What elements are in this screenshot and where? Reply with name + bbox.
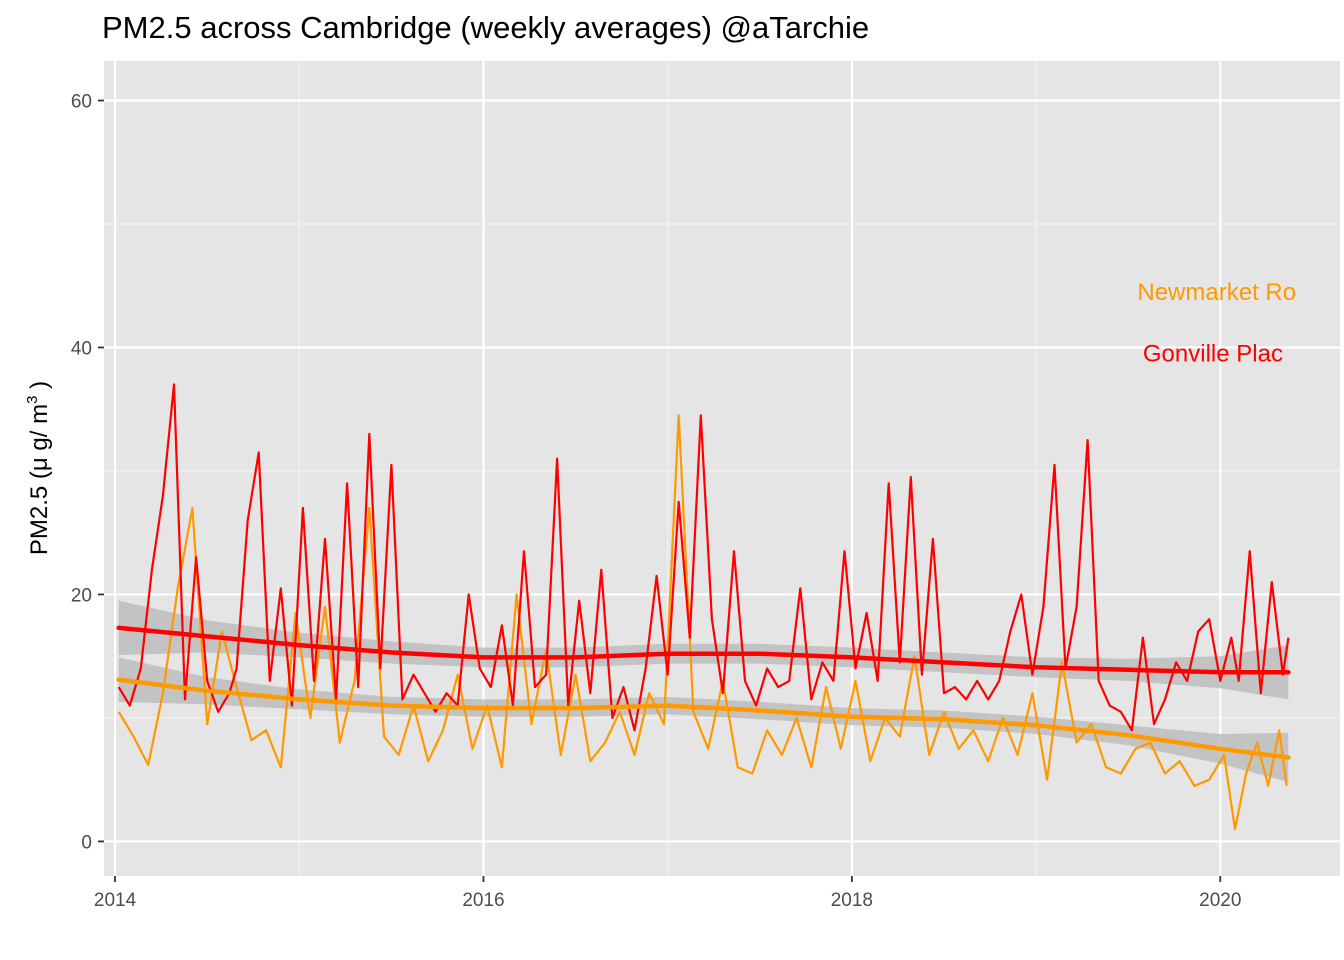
y-tick-label: 60: [71, 92, 92, 113]
chart-title: PM2.5 across Cambridge (weekly averages)…: [102, 10, 869, 45]
y-axis-title-close: ): [26, 381, 53, 396]
series-label: Gonville Plac: [1143, 341, 1283, 368]
x-tick-label: 2016: [462, 890, 504, 911]
x-tick-label: 2018: [831, 890, 873, 911]
series-label: Newmarket Ro: [1137, 279, 1296, 306]
series-line: [117, 414, 1288, 831]
y-axis: 0 20 40 60: [71, 92, 104, 853]
y-tick-label: 40: [71, 338, 92, 359]
x-tick-label: 2014: [94, 890, 137, 911]
smooth-line: [116, 625, 1291, 675]
y-axis-title: PM2.5 (μ g/ m3 ): [24, 381, 53, 555]
series-labels: Newmarket Ro Gonville Plac: [1137, 279, 1296, 368]
major-grid: [104, 61, 1340, 876]
x-axis: 2014 2016 2018 2020: [94, 876, 1241, 911]
y-axis-title-sup: 3: [24, 396, 41, 404]
y-tick-label: 20: [71, 585, 92, 606]
x-tick-label: 2020: [1199, 890, 1241, 911]
y-axis-title-main: PM2.5 (μ g/ m: [26, 404, 53, 555]
confidence-ribbon: [118, 600, 1289, 700]
series-lines: [117, 383, 1290, 831]
series-line: [117, 383, 1290, 732]
smooth-lines: [116, 625, 1291, 760]
smooth-line: [116, 677, 1291, 760]
y-tick-label: 0: [81, 832, 92, 853]
